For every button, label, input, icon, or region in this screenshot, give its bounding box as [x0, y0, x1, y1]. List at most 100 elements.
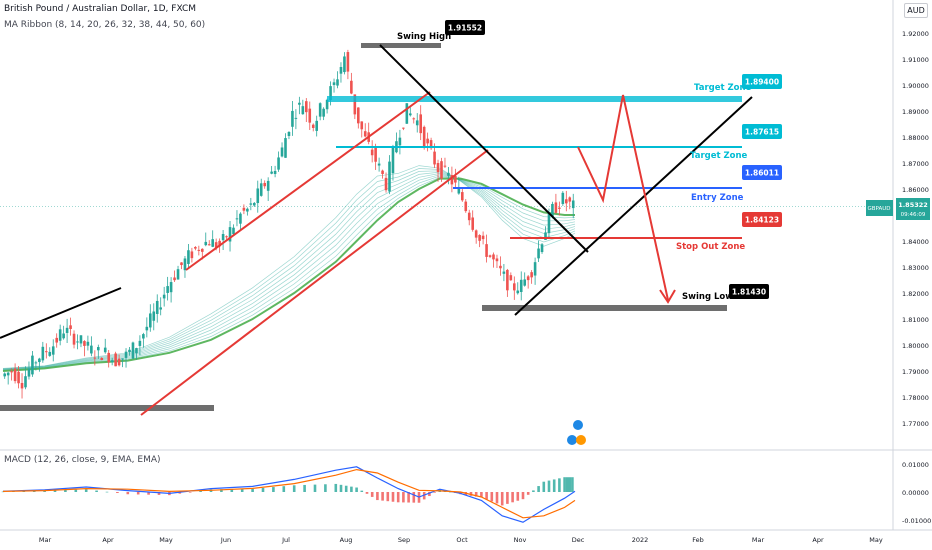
candle-body: [38, 358, 41, 363]
candle-body: [190, 251, 194, 259]
candle-body: [301, 106, 305, 115]
candle-body: [246, 208, 249, 212]
y-tick-label: 1.92000: [902, 30, 929, 38]
candle-body: [502, 271, 506, 274]
macd-histogram: [1, 477, 574, 506]
swing-low-price-tag-box: [729, 284, 769, 299]
candle-body: [350, 80, 353, 94]
macd-histogram-bar: [220, 489, 223, 492]
candle-body: [488, 255, 492, 257]
candle-body: [79, 335, 83, 344]
macd-histogram-bar: [386, 492, 390, 502]
stop-out-zone-price-tag-box: [742, 212, 782, 227]
candle-body: [464, 201, 468, 212]
candle-body: [135, 348, 138, 354]
x-tick-label: Apr: [812, 536, 824, 544]
ma-ribbon-line: [2, 175, 576, 371]
macd-y-tick-label: 0.01000: [902, 461, 929, 469]
x-tick-label: Nov: [514, 536, 527, 544]
candle-body: [142, 334, 145, 339]
macd-legend[interactable]: MACD (12, 26, close, 9, EMA, EMA): [4, 455, 161, 465]
candle-body: [440, 161, 443, 179]
y-tick-label: 1.86000: [902, 186, 929, 194]
candle-body: [263, 182, 266, 187]
candle-body: [443, 165, 447, 167]
macd-histogram-bar: [428, 492, 431, 497]
x-tick-label: Aug: [340, 536, 353, 544]
candle-body: [499, 265, 502, 269]
candle-body: [419, 114, 422, 134]
candle-body: [65, 327, 69, 333]
candle-body: [509, 275, 513, 281]
candle-body: [277, 157, 280, 170]
macd-histogram-bar: [360, 490, 364, 492]
macd-histogram-bar: [339, 484, 343, 492]
candle-body: [100, 357, 104, 361]
candle-body: [76, 341, 79, 343]
candle-body: [329, 86, 332, 101]
ma-ribbon-line: [2, 165, 576, 369]
entry-zone-price-tag: 1.86011: [745, 169, 779, 178]
candle-body: [485, 244, 488, 257]
candle-body: [10, 371, 13, 373]
candle-body: [280, 147, 284, 157]
candle-body: [17, 371, 20, 384]
stop-out-zone-price-tag: 1.84123: [745, 216, 779, 225]
candle-body: [155, 300, 159, 314]
candle-body: [110, 360, 114, 363]
channel-upper-trendline: [185, 91, 431, 271]
candle-body: [187, 250, 190, 264]
macd-histogram-bar: [1, 491, 5, 493]
macd-histogram-bar: [563, 477, 566, 492]
ma-ribbon-legend[interactable]: MA Ribbon (8, 14, 20, 26, 32, 38, 44, 50…: [4, 20, 206, 30]
chart-title: British Pound / Australian Dollar, 1D, F…: [4, 4, 197, 14]
stop-out-zone-label: Stop Out Zone: [676, 242, 745, 252]
ascending-trendline: [514, 96, 753, 316]
candle-body: [492, 254, 495, 260]
macd-histogram-bar: [568, 477, 572, 492]
candle-body: [298, 102, 301, 105]
event-icon: [573, 420, 583, 430]
macd-histogram-bar: [396, 492, 400, 503]
currency-button[interactable]: AUD: [904, 3, 928, 18]
candle-body: [117, 358, 121, 366]
macd-histogram-bar: [84, 489, 88, 492]
candle-body: [471, 217, 474, 230]
candle-body: [305, 101, 308, 113]
candle-body: [225, 236, 228, 238]
candle-body: [398, 137, 402, 146]
candle-body: [194, 246, 197, 249]
candle-body: [214, 242, 218, 248]
candle-body: [409, 113, 412, 116]
target-zone-1-band: [327, 96, 742, 102]
candle-body: [3, 373, 6, 377]
y-tick-label: 1.79000: [902, 368, 929, 376]
candle-body: [315, 120, 318, 131]
swing-low-label: Swing Low: [682, 292, 733, 302]
projected-path-arrowhead: [659, 289, 676, 304]
macd-histogram-bar: [402, 492, 405, 503]
macd-histogram-bar: [537, 486, 540, 492]
candle-body: [20, 382, 24, 389]
macd-histogram-bar: [282, 486, 286, 492]
candle-body: [436, 163, 440, 173]
target-zone-2-price-tag-box: [742, 124, 782, 139]
candle-body: [24, 376, 27, 388]
event-icon: [576, 435, 586, 445]
macd-histogram-bar: [495, 492, 499, 504]
candle-body: [294, 117, 298, 119]
candle-body: [308, 108, 312, 123]
macd-histogram-bar: [105, 491, 109, 493]
macd-histogram-bar: [370, 492, 374, 497]
trendline-early: [0, 287, 122, 339]
candle-body: [402, 127, 405, 129]
candle-body: [207, 244, 211, 246]
candle-body: [235, 218, 239, 220]
macd-histogram-bar: [334, 483, 338, 492]
y-tick-label: 1.88000: [902, 134, 929, 142]
macd-histogram-bar: [230, 489, 234, 492]
macd-histogram-bar: [272, 487, 275, 492]
candle-body: [6, 372, 10, 376]
candle-body: [554, 202, 558, 213]
